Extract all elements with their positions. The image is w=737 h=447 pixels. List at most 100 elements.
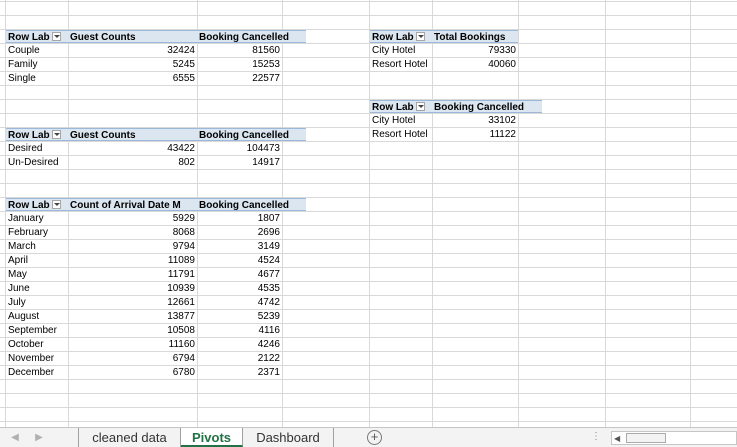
value-cell[interactable]: 4742 — [257, 297, 280, 308]
value-cell[interactable]: 11791 — [167, 269, 195, 280]
row-label[interactable]: Family — [8, 59, 38, 70]
row-labels-header[interactable]: Row Lab — [6, 128, 68, 141]
value-cell[interactable]: 4116 — [258, 325, 280, 336]
row-label[interactable]: October — [8, 339, 44, 350]
horizontal-scrollbar[interactable]: ◀ — [611, 431, 737, 445]
row-labels-header[interactable]: Row Lab — [6, 198, 68, 211]
value-cell[interactable]: 13877 — [167, 311, 195, 322]
row-label[interactable]: April — [8, 255, 29, 266]
column-header[interactable]: Guest Counts — [68, 30, 197, 43]
row-labels-header-text: Row Lab — [8, 200, 50, 211]
value-cell[interactable]: 4524 — [257, 255, 280, 266]
tab-cleaned-data[interactable]: cleaned data — [78, 428, 181, 447]
value-cell[interactable]: 1807 — [257, 213, 280, 224]
value-cell[interactable]: 15253 — [252, 59, 280, 70]
next-sheet-icon[interactable]: ▶ — [35, 432, 43, 443]
value-cell[interactable]: 8068 — [172, 227, 195, 238]
value-cell[interactable]: 22577 — [252, 73, 280, 84]
value-cell[interactable]: 3149 — [257, 241, 280, 252]
row-label[interactable]: September — [8, 325, 57, 336]
filter-dropdown-icon[interactable] — [415, 31, 425, 41]
value-cell[interactable]: 33102 — [488, 115, 516, 126]
value-cell[interactable]: 43422 — [167, 143, 195, 154]
row-label[interactable]: City Hotel — [372, 45, 416, 56]
value-cell[interactable]: 2696 — [257, 227, 280, 238]
value-cell[interactable]: 10939 — [167, 283, 195, 294]
value-cell[interactable]: 32424 — [167, 45, 195, 56]
column-line — [518, 0, 519, 427]
column-line — [197, 0, 198, 427]
value-cell[interactable]: 11160 — [168, 339, 195, 350]
column-line — [282, 0, 283, 427]
prev-sheet-icon[interactable]: ◀ — [11, 432, 19, 443]
scroll-left-icon[interactable]: ◀ — [614, 434, 621, 443]
value-cell[interactable]: 6555 — [172, 73, 195, 84]
sheet-tab-bar: ◀ ▶ cleaned data Pivots Dashboard + ⋮ ◀ — [0, 427, 737, 447]
filter-dropdown-icon[interactable] — [51, 199, 61, 209]
row-label[interactable]: December — [8, 367, 55, 378]
filter-dropdown-icon[interactable] — [415, 101, 425, 111]
value-cell[interactable]: 9794 — [172, 241, 195, 252]
scroll-thumb[interactable] — [626, 433, 666, 443]
add-sheet-icon[interactable]: + — [367, 430, 382, 445]
value-cell[interactable]: 12661 — [167, 297, 195, 308]
column-line — [690, 0, 691, 427]
row-label[interactable]: Single — [8, 73, 36, 84]
row-label[interactable]: January — [8, 213, 44, 224]
column-header[interactable]: Booking Cancelled — [197, 30, 306, 43]
filter-dropdown-icon[interactable] — [51, 31, 61, 41]
filter-dropdown-icon[interactable] — [51, 129, 61, 139]
value-cell[interactable]: 14917 — [252, 157, 280, 168]
row-labels-header[interactable]: Row Lab — [370, 100, 432, 113]
tab-pivots[interactable]: Pivots — [181, 428, 243, 447]
column-header[interactable]: Total Bookings — [432, 30, 518, 43]
column-line — [432, 0, 433, 427]
row-labels-header-text: Row Lab — [372, 32, 414, 43]
tab-dashboard[interactable]: Dashboard — [243, 428, 334, 447]
value-cell[interactable]: 6780 — [172, 367, 195, 378]
value-cell[interactable]: 4677 — [257, 269, 280, 280]
row-label[interactable]: Un-Desired — [8, 157, 59, 168]
row-label[interactable]: Resort Hotel — [372, 129, 428, 140]
row-label[interactable]: March — [8, 241, 36, 252]
value-cell[interactable]: 5239 — [257, 311, 280, 322]
row-label[interactable]: July — [8, 297, 26, 308]
value-cell[interactable]: 5245 — [172, 59, 195, 70]
value-cell[interactable]: 2371 — [257, 367, 280, 378]
value-cell[interactable]: 10508 — [167, 325, 195, 336]
row-label[interactable]: Couple — [8, 45, 40, 56]
row-labels-header-text: Row Lab — [8, 130, 50, 141]
value-cell[interactable]: 11089 — [167, 255, 195, 266]
row-label[interactable]: February — [8, 227, 49, 238]
row-labels-header[interactable]: Row Lab — [6, 30, 68, 43]
row-labels-header[interactable]: Row Lab — [370, 30, 432, 43]
value-cell[interactable]: 5929 — [172, 213, 195, 224]
row-labels-header-text: Row Lab — [372, 102, 414, 113]
row-label[interactable]: May — [8, 269, 27, 280]
column-line — [605, 0, 606, 427]
value-cell[interactable]: 79330 — [488, 45, 516, 56]
row-label[interactable]: Desired — [8, 143, 43, 154]
row-label[interactable]: August — [8, 311, 40, 322]
value-cell[interactable]: 40060 — [488, 59, 516, 70]
row-label[interactable]: Resort Hotel — [372, 59, 428, 70]
column-header[interactable]: Booking Cancelled — [432, 100, 542, 113]
column-header[interactable]: Count of Arrival Date M — [68, 198, 197, 211]
worksheet-grid[interactable] — [0, 0, 737, 427]
value-cell[interactable]: 2122 — [257, 353, 280, 364]
more-options-icon[interactable]: ⋮ — [591, 431, 601, 442]
value-cell[interactable]: 6794 — [172, 353, 195, 364]
row-label[interactable]: November — [8, 353, 55, 364]
value-cell[interactable]: 802 — [178, 157, 195, 168]
column-line — [68, 0, 69, 427]
value-cell[interactable]: 11122 — [489, 129, 516, 140]
column-header[interactable]: Booking Cancelled — [197, 128, 306, 141]
column-header[interactable]: Guest Counts — [68, 128, 197, 141]
value-cell[interactable]: 104473 — [246, 143, 280, 154]
row-label[interactable]: City Hotel — [372, 115, 416, 126]
value-cell[interactable]: 4535 — [257, 283, 280, 294]
value-cell[interactable]: 4246 — [257, 339, 280, 350]
value-cell[interactable]: 81560 — [252, 45, 280, 56]
column-header[interactable]: Booking Cancelled — [197, 198, 306, 211]
row-label[interactable]: June — [8, 283, 30, 294]
